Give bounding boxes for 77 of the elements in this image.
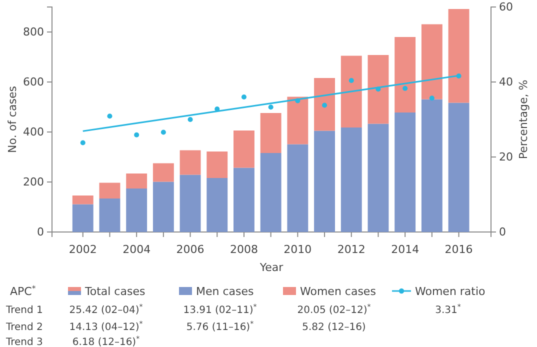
text: 20.05 (02–12)$^{*}$ — [297, 303, 372, 316]
x-tick-label: 2016 — [444, 242, 473, 256]
bar — [368, 55, 389, 124]
bar — [448, 9, 470, 103]
bar — [206, 178, 228, 232]
bar — [206, 152, 228, 178]
point — [402, 86, 408, 91]
y-tick-label: 800 — [23, 26, 44, 39]
y2-axis-title: Percentage, % — [517, 80, 530, 160]
bar — [314, 130, 335, 232]
text: 5.76 (11–16)$^{*}$ — [186, 320, 254, 333]
text: Total cases — [84, 285, 146, 298]
bar — [152, 182, 174, 232]
bar — [234, 168, 254, 232]
x-tick-label: 2014 — [391, 242, 420, 256]
bar — [394, 37, 416, 112]
point — [107, 114, 112, 119]
y2-tick-label: 40 — [499, 76, 513, 89]
text: 5.82 (12–16) — [302, 322, 366, 333]
x-axis-title: Year — [258, 261, 284, 274]
bar — [260, 153, 282, 232]
bar — [287, 144, 308, 232]
bar — [260, 113, 282, 153]
point — [188, 116, 193, 122]
x-tick-label: 2012 — [337, 242, 366, 256]
text: APC$^{*}$ — [10, 284, 36, 298]
bar — [448, 102, 470, 232]
legend-label: Women ratio — [415, 285, 486, 298]
y2-tick-label: 20 — [499, 150, 513, 164]
y-tick-label: 0 — [37, 226, 44, 239]
y-axis-title: No. of cases — [6, 86, 19, 153]
point — [348, 78, 354, 84]
bar — [234, 130, 254, 168]
bar — [180, 174, 201, 232]
y2-tick-label: 60 — [499, 0, 513, 14]
text: 3.31$^{*}$ — [435, 303, 462, 316]
bar — [72, 204, 94, 232]
text: Trend 1 — [5, 305, 43, 316]
point — [134, 132, 140, 138]
point — [80, 140, 86, 146]
bar — [99, 182, 120, 198]
point — [241, 94, 246, 100]
text: 14.13 (04–12)$^{*}$ — [69, 320, 144, 333]
bar — [72, 196, 94, 204]
y-tick-label: 400 — [23, 126, 44, 139]
text: 6.18 (12–16)$^{*}$ — [72, 335, 140, 347]
legend-label: Men cases — [196, 285, 254, 298]
bar — [180, 150, 201, 175]
text: Trend 2 — [5, 322, 43, 333]
text: 25.42 (02–04)$^{*}$ — [69, 303, 144, 316]
bar — [287, 96, 308, 144]
bar — [126, 188, 148, 232]
bar — [314, 78, 335, 131]
bar — [340, 128, 362, 232]
y-tick-label: 600 — [23, 76, 44, 89]
x-tick-label: 2006 — [176, 242, 204, 256]
x-tick-label: 2010 — [284, 242, 312, 256]
point — [322, 102, 328, 108]
bar — [421, 99, 442, 232]
bar — [421, 24, 442, 100]
point — [429, 96, 434, 101]
bar — [340, 56, 362, 128]
bar — [99, 198, 120, 232]
x-tick-label: 2002 — [68, 242, 97, 256]
y-tick-label: 200 — [23, 176, 44, 189]
text: 13.91 (02–11)$^{*}$ — [183, 303, 258, 316]
text: Trend 3 — [5, 337, 43, 347]
bar — [126, 174, 148, 188]
x-tick-label: 2004 — [122, 242, 151, 256]
y2-tick-label: 0 — [499, 226, 506, 239]
point — [160, 130, 166, 135]
bar — [394, 112, 416, 232]
bar — [368, 124, 389, 232]
legend-label: Women cases — [300, 285, 376, 298]
bar — [152, 163, 174, 182]
point — [268, 104, 274, 110]
x-tick-label: 2008 — [230, 242, 258, 256]
